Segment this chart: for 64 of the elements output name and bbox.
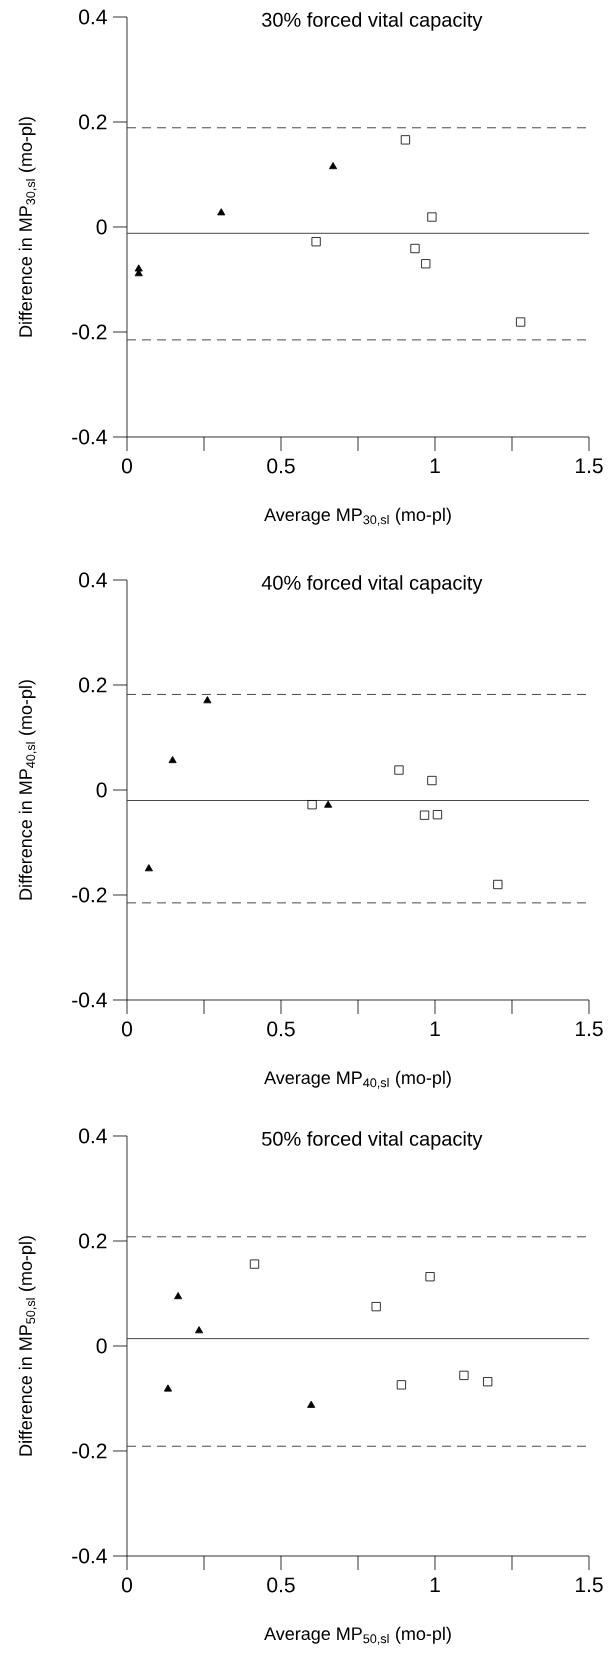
- point: [311, 237, 321, 247]
- y-tick-label: -0.4: [72, 429, 107, 445]
- y-tick-label: -0.4: [72, 992, 107, 1008]
- point: [394, 765, 404, 775]
- x-tick-label: 1: [430, 1021, 440, 1036]
- point: [396, 1380, 407, 1390]
- point: [419, 810, 430, 820]
- point: [168, 756, 177, 764]
- y-tick-label: -0.2: [72, 324, 107, 340]
- x-tick-label: 0.5: [267, 458, 295, 474]
- point: [421, 259, 431, 269]
- y-tick-label: 0: [96, 219, 107, 235]
- x-tick-label: 1.5: [575, 1021, 603, 1037]
- y-tick-label: 0.4: [79, 572, 107, 588]
- point: [307, 800, 317, 810]
- y-tick-label: 0.2: [79, 114, 107, 130]
- point: [432, 810, 443, 820]
- point: [307, 1400, 316, 1408]
- x-tick-label: 0: [121, 1577, 133, 1593]
- y-axis-title: Difference in MP$_{30,sl}$ (mo-pl): [18, 117, 37, 337]
- x-tick-label: 1: [430, 458, 440, 473]
- y-tick-label: 0.4: [79, 1128, 107, 1144]
- x-tick-label: 0: [121, 458, 133, 474]
- point: [163, 1384, 172, 1392]
- y-tick-label: 0.2: [79, 677, 107, 693]
- point: [195, 1326, 204, 1334]
- y-tick-label: 0.2: [79, 1233, 107, 1249]
- point: [425, 1272, 435, 1282]
- x-axis-title: Average MP$_{40,sl}$ (mo-pl): [264, 1070, 451, 1089]
- x-tick-label: 0: [121, 1021, 133, 1037]
- point: [459, 1370, 469, 1380]
- y-tick-label: -0.2: [72, 1443, 107, 1459]
- point: [174, 1292, 183, 1300]
- x-tick-label: 1: [430, 1577, 440, 1592]
- chart-title: 50% forced vital capacity: [262, 1131, 483, 1150]
- point: [371, 1302, 381, 1312]
- x-axis-title: Average MP$_{50,sl}$ (mo-pl): [264, 1626, 451, 1645]
- x-tick-label: 1.5: [575, 1577, 603, 1593]
- y-tick-label: 0.4: [79, 9, 107, 25]
- point: [410, 243, 420, 254]
- point: [493, 879, 503, 890]
- chart-title: 30% forced vital capacity: [262, 12, 483, 31]
- x-tick-label: 0.5: [267, 1577, 295, 1593]
- chart-title: 40% forced vital capacity: [261, 575, 483, 594]
- y-tick-label: -0.4: [72, 1548, 107, 1564]
- point: [249, 1259, 260, 1269]
- x-axis-title: Average MP$_{30,sl}$ (mo-pl): [264, 507, 451, 526]
- point: [144, 864, 153, 872]
- point: [427, 212, 437, 222]
- point: [516, 317, 526, 327]
- point: [400, 135, 411, 145]
- y-tick-label: -0.2: [72, 887, 107, 903]
- y-tick-label: 0: [96, 782, 107, 798]
- point: [203, 696, 212, 704]
- x-tick-label: 1.5: [575, 458, 603, 474]
- y-axis-title: Difference in MP$_{50,sl}$ (mo-pl): [18, 1236, 37, 1456]
- y-tick-label: 0: [96, 1338, 107, 1354]
- point: [427, 775, 437, 786]
- point: [483, 1377, 493, 1387]
- x-tick-label: 0.5: [267, 1021, 295, 1037]
- point: [324, 800, 333, 808]
- y-axis-title: Difference in MP$_{40,sl}$ (mo-pl): [18, 680, 37, 900]
- point: [329, 162, 338, 170]
- point: [217, 208, 226, 216]
